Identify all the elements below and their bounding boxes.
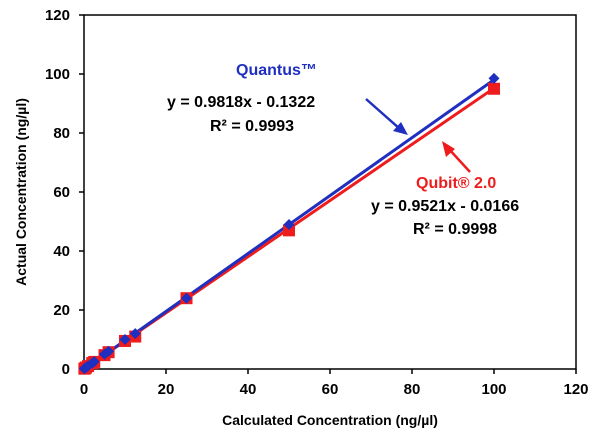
- quantus-r2: R² = 0.9993: [210, 118, 294, 135]
- quantus-point: [283, 218, 295, 230]
- x-tick-label: 0: [80, 381, 88, 398]
- y-tick-label: 100: [45, 66, 70, 83]
- y-tick-label: 0: [62, 361, 70, 378]
- x-tick-label: 100: [481, 381, 506, 398]
- quantus-point: [103, 345, 115, 357]
- quantus-point: [488, 72, 500, 84]
- y-tick-label: 80: [53, 125, 70, 142]
- x-tick-label: 60: [322, 381, 339, 398]
- qubit-point: [488, 82, 500, 95]
- qubit-label: Qubit® 2.0: [416, 175, 496, 192]
- x-tick-label: 40: [240, 381, 257, 398]
- axis-ticks: 0 20 40 60 80 100 120 0 20 40 60 80 100 120: [45, 7, 589, 398]
- qubit-point: [283, 224, 295, 237]
- quantus-arrow: [365, 98, 401, 130]
- quantus-point: [88, 356, 100, 368]
- qubit-arrowhead: [442, 141, 455, 157]
- qubit-arrow: [447, 147, 471, 173]
- quantus-arrowhead: [393, 122, 408, 135]
- qubit-r2: R² = 0.9998: [413, 221, 497, 238]
- y-tick-label: 40: [53, 243, 70, 260]
- y-axis-title: Actual Concentration (ng/µl): [13, 98, 29, 286]
- quantus-equation: y = 0.9818x - 0.1322: [167, 94, 315, 111]
- y-tick-label: 60: [53, 184, 70, 201]
- y-tick-label: 20: [53, 302, 70, 319]
- x-tick-label: 120: [563, 381, 588, 398]
- x-axis-title: Calculated Concentration (ng/µl): [222, 412, 438, 428]
- qubit-equation: y = 0.9521x - 0.0166: [371, 198, 519, 215]
- x-tick-label: 80: [404, 381, 421, 398]
- quantus-point: [119, 334, 131, 345]
- x-tick-label: 20: [158, 381, 175, 398]
- y-tick-label: 120: [45, 7, 70, 24]
- quantus-point: [181, 292, 192, 304]
- quantus-label: Quantus™: [236, 62, 317, 79]
- data-points: [78, 72, 500, 375]
- quantus-point: [129, 328, 141, 340]
